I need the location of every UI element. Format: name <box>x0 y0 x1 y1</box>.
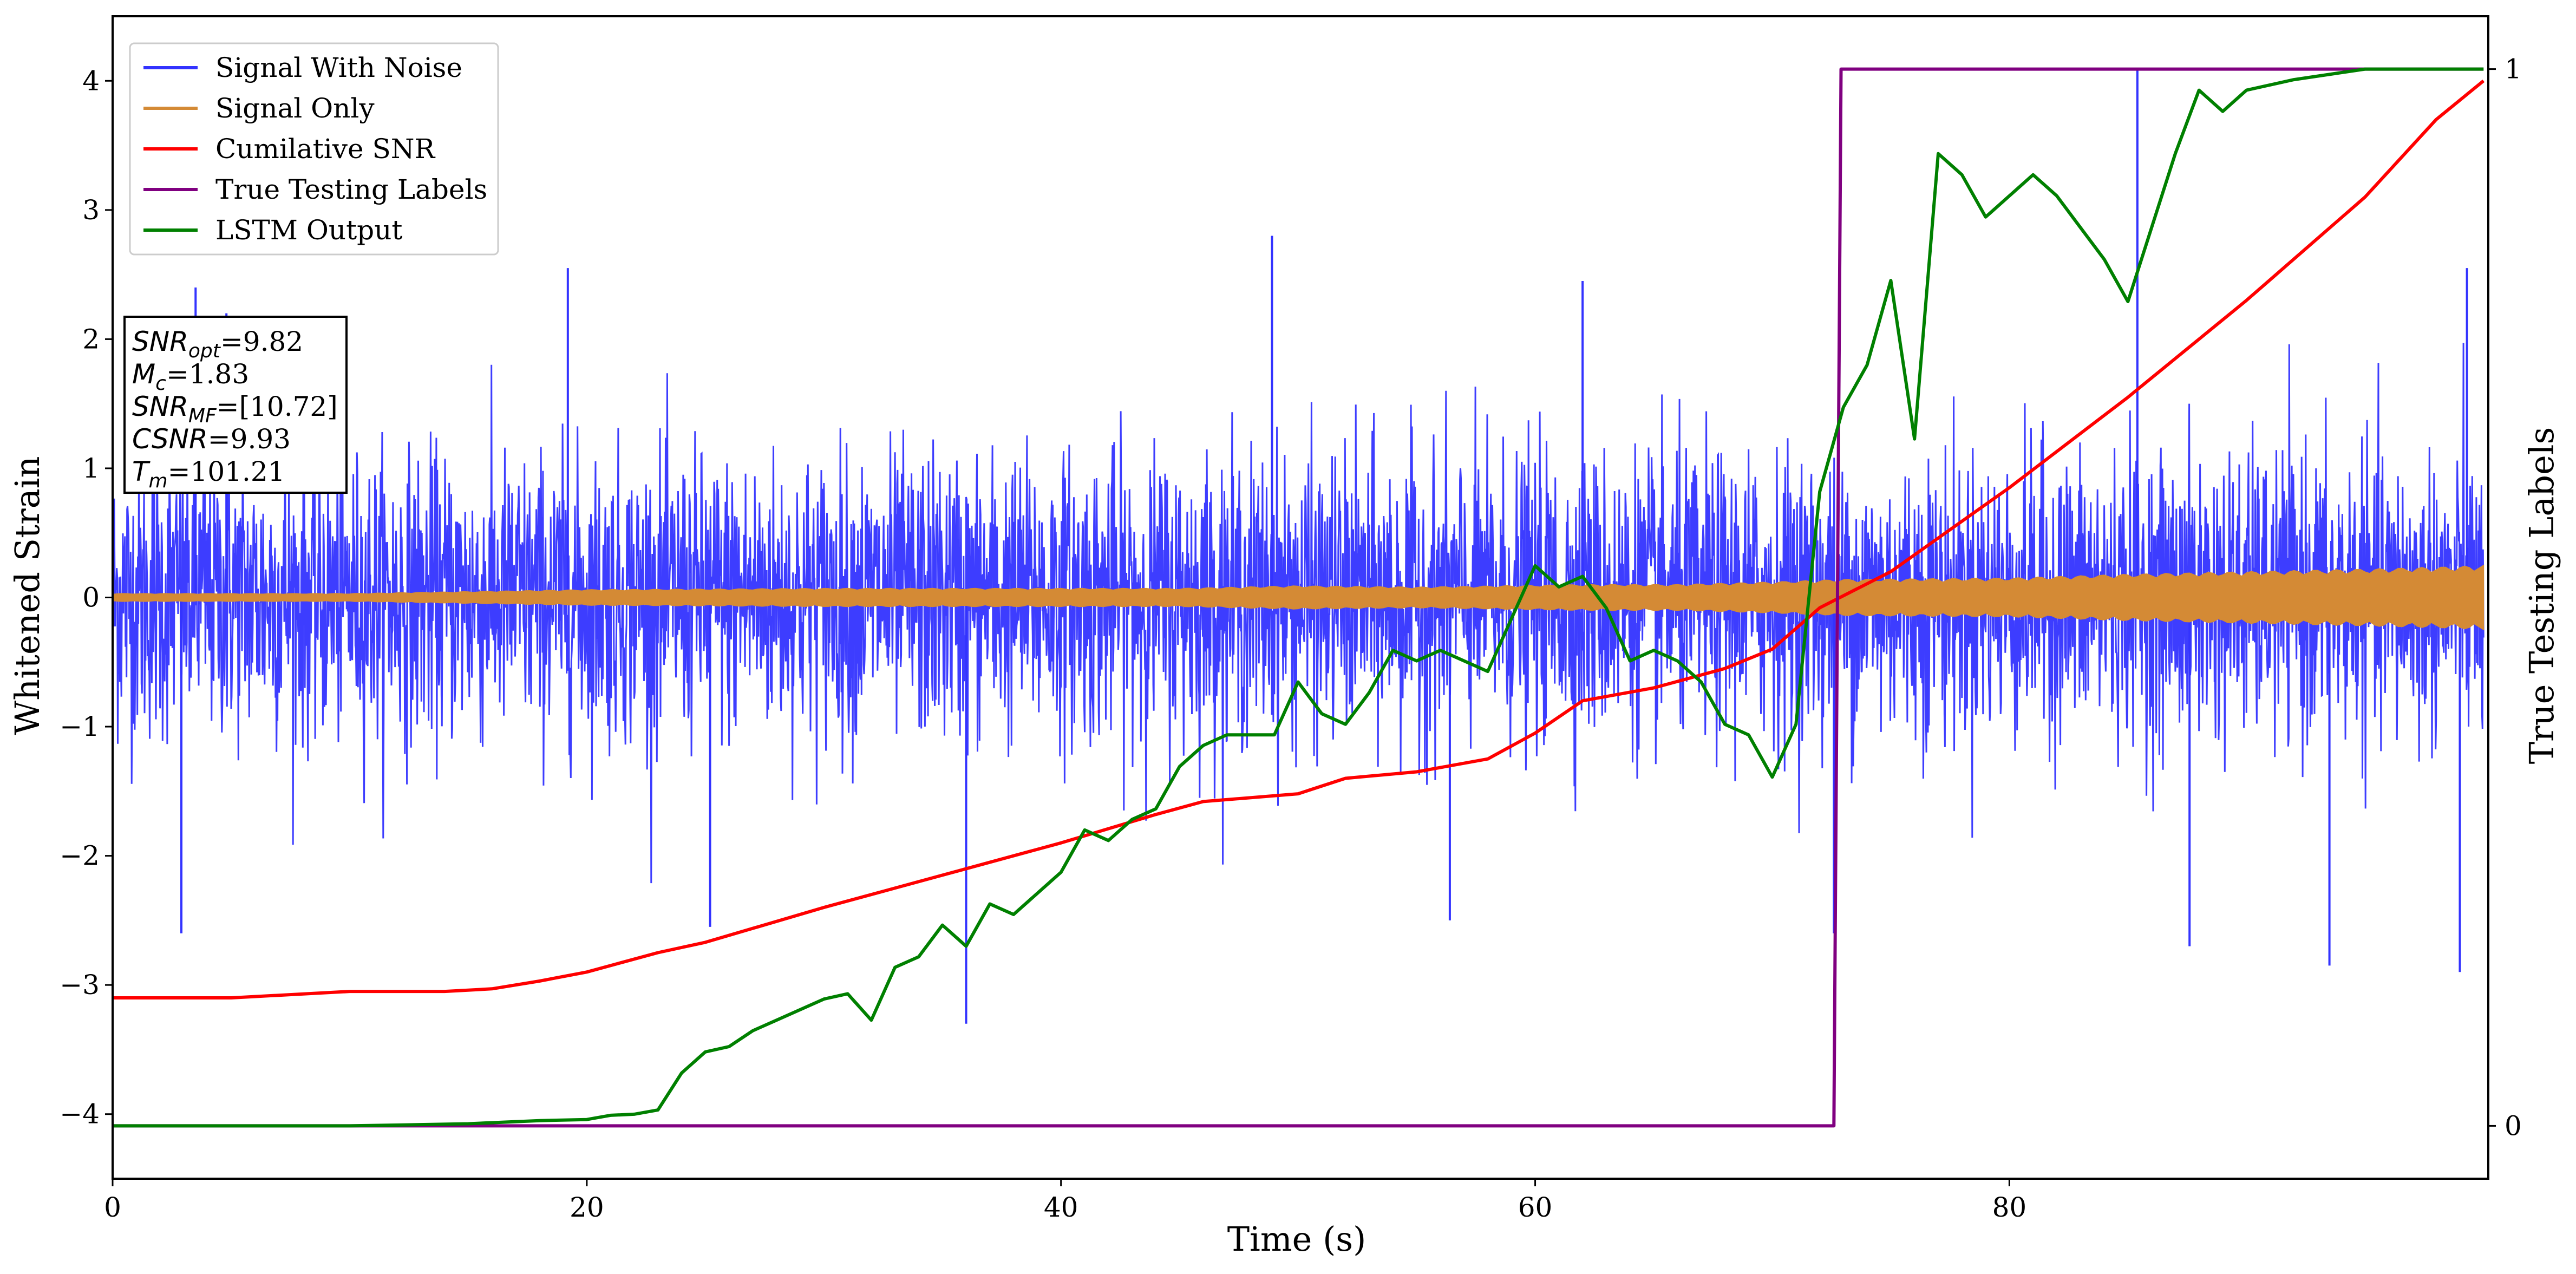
y2-tick-label: 0 <box>2505 1110 2522 1141</box>
series-lstm-output <box>113 67 2484 1128</box>
y-tick-label: 0 <box>82 582 100 613</box>
x-tick-label: 80 <box>1992 1192 2027 1223</box>
series-signal-only <box>113 564 2485 631</box>
legend-label: Cumilative SNR <box>215 133 435 165</box>
annotation-line: SNRMF=[10.72] <box>132 391 338 427</box>
y-tick-label: −1 <box>60 711 100 742</box>
legend-label: Signal Only <box>215 93 375 124</box>
annotation-line: SNRopt=9.82 <box>132 326 303 362</box>
y-tick-label: −3 <box>60 969 100 1001</box>
annotation-line: CSNR=9.93 <box>132 423 291 455</box>
annotation-box: SNRopt=9.82Mc=1.83SNRMF=[10.72]CSNR=9.93… <box>123 316 348 494</box>
legend-label: LSTM Output <box>215 214 402 246</box>
series-true-testing-labels <box>113 67 2484 1128</box>
y-tick-label: −2 <box>60 840 100 872</box>
y-tick-label: −4 <box>60 1099 100 1130</box>
x-axis-label: Time (s) <box>1227 1219 1367 1259</box>
legend: Signal With Noise Signal Only Cumilative S… <box>129 42 499 256</box>
annotation-line: Tm=101.21 <box>132 456 285 492</box>
series-cumilative-snr <box>113 79 2485 999</box>
series-layer <box>113 67 2485 1128</box>
x-tick-label: 20 <box>570 1192 604 1223</box>
x-tick-label: 60 <box>1518 1192 1553 1223</box>
y-tick-label: 2 <box>82 323 100 355</box>
y-tick-label: 1 <box>82 453 100 484</box>
y2-axis-label: True Testing Labels <box>2522 427 2561 765</box>
series-signal-with-noise <box>113 343 2485 884</box>
y-axis-label: Whitened Strain <box>8 456 47 735</box>
y-tick-label: 3 <box>82 194 100 226</box>
legend-label: Signal With Noise <box>215 52 462 83</box>
x-tick-label: 40 <box>1044 1192 1078 1223</box>
y-tick-label: 4 <box>82 65 100 96</box>
legend-label: True Testing Labels <box>215 174 487 205</box>
x-tick-label: 0 <box>104 1192 121 1223</box>
legend-box <box>129 42 499 256</box>
annotation-line: Mc=1.83 <box>132 358 249 395</box>
y2-tick-label: 1 <box>2505 54 2522 85</box>
